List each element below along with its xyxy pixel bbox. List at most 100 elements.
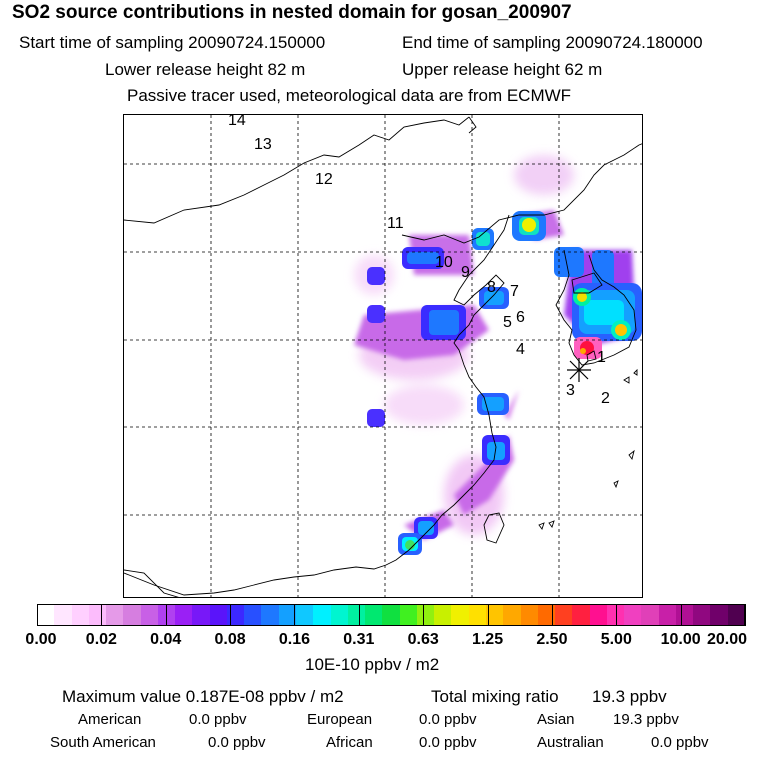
point-label-7: 7	[510, 283, 519, 300]
colorbar-divider	[616, 604, 618, 626]
colorbar-divider	[745, 604, 746, 626]
colorbar-cell	[175, 604, 193, 626]
colorbar-cell	[278, 604, 297, 626]
african-value: 0.0 ppbv	[419, 734, 477, 751]
colorbar-cell	[140, 604, 159, 626]
colorbar-cell	[624, 604, 642, 626]
colorbar-cell	[296, 604, 314, 626]
colorbar-cell	[365, 604, 383, 626]
asian-label: Asian	[537, 711, 575, 728]
total-mixing-value: 19.3 ppbv	[592, 687, 667, 706]
american-label: American	[78, 711, 142, 728]
colorbar-cell	[416, 604, 435, 626]
colorbar-divider	[294, 604, 296, 626]
point-label-5: 5	[503, 314, 512, 331]
map-panel: 1 2 3 4 5 6 7 8 9 10 11 12 13 14	[123, 114, 643, 598]
point-label-9: 9	[461, 264, 470, 281]
colorbar-cell	[71, 604, 90, 626]
colorbar-divider	[680, 604, 682, 626]
point-label-4: 4	[516, 341, 525, 358]
colorbar-cell	[468, 604, 487, 626]
colorbar-tick-label: 0.00	[25, 631, 57, 648]
colorbar-cell	[520, 604, 539, 626]
colorbar-tick-label: 10.00	[660, 631, 701, 648]
colorbar-divider	[230, 604, 232, 626]
end-time-label: End time of sampling 20090724.180000	[402, 33, 703, 52]
max-value: Maximum value 0.187E-08 ppbv / m2	[62, 687, 344, 706]
colorbar-tick-label: 2.50	[536, 631, 568, 648]
point-label-13: 13	[254, 136, 272, 153]
colorbar-tick-label: 0.04	[150, 631, 182, 648]
total-mixing-label: Total mixing ratio	[431, 687, 559, 706]
colorbar-cell	[485, 604, 504, 626]
colorbar-divider	[101, 604, 103, 626]
point-label-8: 8	[487, 279, 496, 296]
colorbar-cell	[537, 604, 556, 626]
african-label: African	[326, 734, 373, 751]
start-time-label: Start time of sampling 20090724.150000	[19, 33, 326, 52]
point-labels: 1 2 3 4 5 6 7 8 9 10 11 12 13 14	[228, 115, 610, 407]
colorbar-cell	[123, 604, 142, 626]
tracer-info: Passive tracer used, meteorological data…	[127, 86, 572, 105]
colorbar-cell	[54, 604, 73, 626]
colorbar-cell	[727, 604, 746, 626]
colorbar-cell	[572, 604, 591, 626]
point-label-12: 12	[315, 171, 333, 188]
colorbar-tick-label: 0.63	[407, 631, 439, 648]
colorbar-tick-label: 0.02	[85, 631, 117, 648]
european-value: 0.0 ppbv	[419, 711, 477, 728]
american-value: 0.0 ppbv	[189, 711, 247, 728]
colorbar-tick-label: 20.00	[706, 631, 748, 648]
australian-label: Australian	[537, 734, 604, 751]
colorbar-tick-label: 0.08	[214, 631, 246, 648]
colorbar-tick-label: 5.00	[600, 631, 632, 648]
point-label-6: 6	[516, 309, 525, 326]
colorbar-cell	[606, 604, 625, 626]
colorbar-cell	[399, 604, 418, 626]
colorbar-tick-label: 1.25	[471, 631, 504, 648]
colorbar-border	[37, 604, 745, 626]
colorbar-cell	[451, 604, 470, 626]
colorbar-cell	[503, 604, 521, 626]
colorbar-divider	[487, 604, 489, 626]
point-label-14: 14	[228, 115, 246, 129]
colorbar-cell	[434, 604, 452, 626]
receptor-asterisk-icon	[567, 358, 591, 382]
colorbar-cell	[710, 604, 729, 626]
colorbar-cell	[261, 604, 280, 626]
colorbar-tick-label: 0.16	[278, 631, 311, 648]
colorbar-cell	[589, 604, 608, 626]
upper-release-label: Upper release height 62 m	[402, 60, 603, 79]
european-label: European	[307, 711, 373, 728]
colorbar-cell	[555, 604, 573, 626]
colorbar-divider	[551, 604, 553, 626]
colorbar-cell	[226, 604, 245, 626]
coastlines	[124, 116, 642, 597]
point-label-1: 1	[597, 349, 606, 366]
colorbar-cell	[313, 604, 332, 626]
colorbar-cell	[106, 604, 124, 626]
colorbar-cell	[658, 604, 677, 626]
plume-core	[367, 211, 642, 555]
lower-release-label: Lower release height 82 m	[105, 60, 306, 79]
colorbar-divider	[423, 604, 425, 626]
colorbar-cell	[675, 604, 694, 626]
colorbar-cell	[37, 604, 55, 626]
colorbar-cell	[209, 604, 228, 626]
point-label-10: 10	[435, 254, 453, 271]
south-american-value: 0.0 ppbv	[208, 734, 266, 751]
colorbar-cell	[641, 604, 660, 626]
colorbar-cell	[330, 604, 349, 626]
colorbar-divider	[37, 604, 38, 626]
colorbar-cell	[157, 604, 176, 626]
colorbar	[37, 604, 746, 626]
colorbar-cell	[192, 604, 211, 626]
colorbar-units: 10E-10 ppbv / m2	[305, 655, 440, 674]
point-label-2: 2	[601, 390, 610, 407]
asian-value: 19.3 ppbv	[613, 711, 679, 728]
colorbar-cell	[347, 604, 366, 626]
graticule	[124, 115, 642, 597]
map-canvas: 1 2 3 4 5 6 7 8 9 10 11 12 13 14	[124, 115, 642, 597]
colorbar-cell	[693, 604, 711, 626]
colorbar-divider	[165, 604, 167, 626]
